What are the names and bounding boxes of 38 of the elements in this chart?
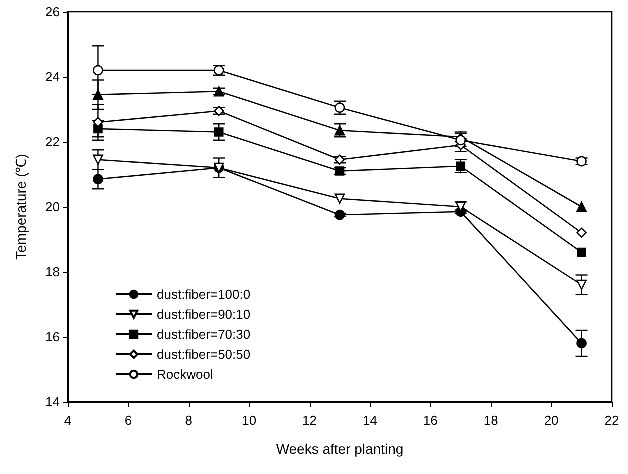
legend-label: dust:fiber=90:10 bbox=[157, 307, 251, 322]
y-tick-label: 24 bbox=[46, 70, 60, 84]
point bbox=[93, 90, 104, 100]
x-tick-label: 12 bbox=[302, 413, 318, 428]
x-tick-label: 6 bbox=[124, 413, 132, 428]
x-tick-label: 22 bbox=[604, 413, 620, 428]
y-tick-label: 26 bbox=[46, 4, 60, 20]
legend-label: dust:fiber=50:50 bbox=[157, 347, 251, 362]
x-tick-label: 16 bbox=[423, 413, 438, 428]
x-axis-title: Weeks after planting bbox=[276, 441, 404, 457]
x-tick-label: 4 bbox=[64, 413, 72, 428]
point bbox=[576, 338, 587, 349]
legend-label: dust:fiber=100:0 bbox=[157, 287, 251, 302]
point bbox=[335, 166, 345, 176]
point bbox=[576, 280, 587, 290]
y-tick-label: 20 bbox=[46, 200, 60, 214]
y-tick-label: 16 bbox=[46, 330, 60, 344]
y-tick-label: 18 bbox=[46, 264, 60, 280]
x-tick-label: 20 bbox=[544, 413, 559, 428]
y-tick-label: 22 bbox=[46, 134, 60, 150]
point bbox=[214, 128, 224, 137]
x-tick-label: 18 bbox=[484, 413, 498, 428]
point bbox=[93, 174, 104, 185]
x-tick-label: 8 bbox=[185, 413, 193, 428]
point bbox=[577, 248, 586, 258]
x-tick-label: 10 bbox=[242, 413, 257, 428]
point bbox=[576, 202, 587, 212]
legend-label: Rockwool bbox=[157, 367, 214, 382]
point bbox=[334, 210, 346, 220]
point bbox=[93, 154, 104, 166]
legend-label: dust:fiber=70:30 bbox=[157, 327, 251, 342]
point bbox=[456, 162, 466, 172]
y-axis-title: Temperature (℃) bbox=[13, 154, 29, 260]
y-tick-label: 14 bbox=[46, 394, 60, 410]
point bbox=[334, 194, 346, 204]
point bbox=[576, 228, 587, 238]
x-tick-label: 14 bbox=[362, 413, 378, 428]
point bbox=[93, 65, 104, 76]
